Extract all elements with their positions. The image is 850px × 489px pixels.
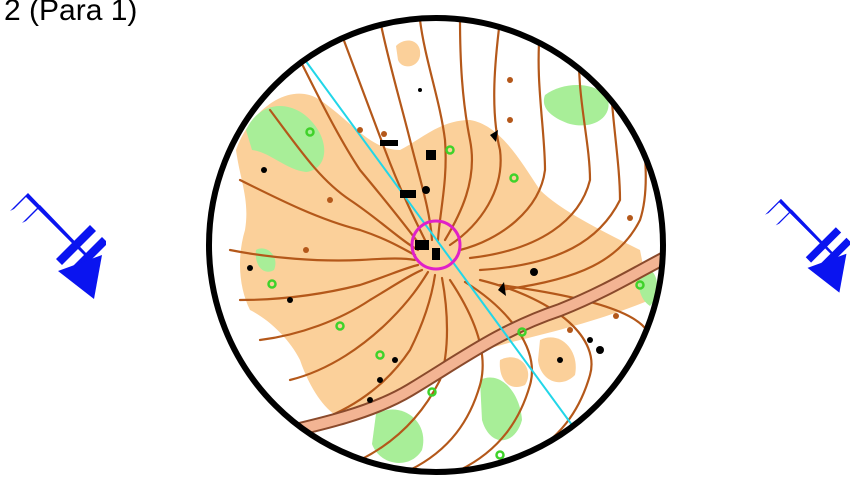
control-circle <box>410 219 462 271</box>
knolls <box>303 77 633 333</box>
north-arrow-left-icon <box>10 193 106 299</box>
magnetic-north-line <box>304 59 573 426</box>
map-title: 2 (Para 1) <box>4 0 138 27</box>
north-arrow-right-icon <box>765 198 850 293</box>
green-markers <box>267 127 645 460</box>
black-features <box>247 88 604 403</box>
road <box>209 243 663 457</box>
contour-lines <box>228 18 653 472</box>
map-frame <box>206 15 666 475</box>
